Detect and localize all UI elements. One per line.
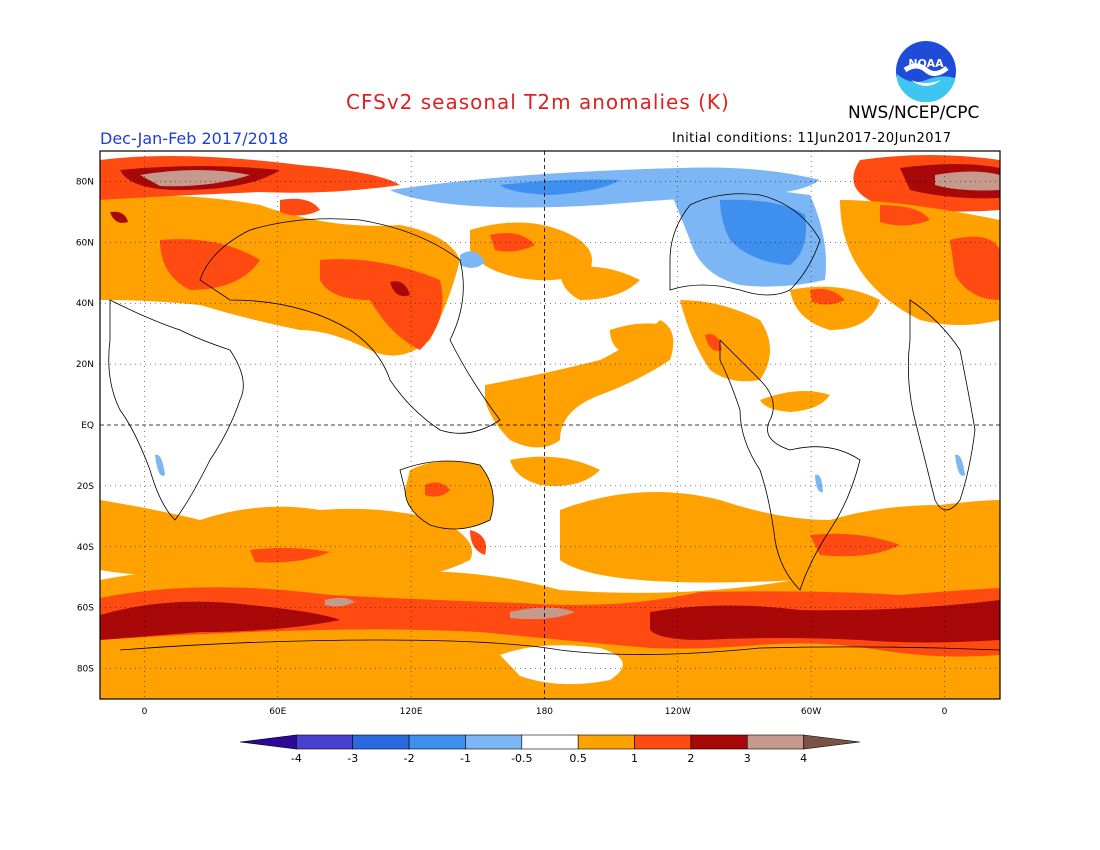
warm-region-kara-red (280, 198, 320, 216)
cool-region-arctic-mid (500, 179, 620, 195)
warm-region-australia (405, 461, 494, 529)
warm-region-eurasia (100, 196, 460, 356)
cool-region-africa-east (955, 454, 965, 476)
colorbar: -4 -3 -2 -1 -0.5 0.5 1 2 3 4 (239, 734, 861, 765)
lon-label: 180 (536, 707, 553, 717)
warm-region-arctic-peak (140, 170, 250, 187)
colorbar-label: -2 (404, 752, 415, 765)
lat-label: 80N (76, 177, 94, 187)
warm-region-scandinavia-dark (110, 211, 128, 223)
warm-region-eurasia-red (160, 239, 260, 290)
colorbar-swatch (296, 734, 354, 750)
colorbar-swatch (803, 734, 861, 750)
warm-region-central-asia-red (320, 259, 443, 350)
chart-title: CFSv2 seasonal T2m anomalies (K) (346, 90, 730, 114)
logo-text: NOAA (908, 57, 944, 70)
longitude-labels: 0 60E 120E 180 120W 60W 0 (142, 707, 948, 717)
colorbar-label: -0.5 (511, 752, 532, 765)
colorbar-label: 3 (744, 752, 751, 765)
colorbar-swatch (239, 734, 297, 750)
colorbar-swatch (521, 734, 579, 750)
warm-region-north-pacific (560, 266, 640, 300)
warm-region-europe-east (840, 200, 1000, 325)
noaa-logo-icon: NOAA (896, 41, 956, 102)
lat-label: 80S (77, 665, 94, 675)
warm-region-atlantic-tropics (760, 391, 830, 412)
warm-region-tasman-red (470, 530, 486, 555)
colorbar-swatch (577, 734, 635, 750)
lat-label: EQ (81, 421, 94, 431)
warm-region-south-atlantic-red (810, 533, 900, 557)
cool-region-canada-strong (720, 199, 806, 265)
season-label: Dec-Jan-Feb 2017/2018 (100, 129, 289, 148)
cool-region-africa (155, 454, 165, 476)
warm-region-us-south (680, 300, 770, 382)
cool-region-east-siberia (460, 251, 485, 268)
cool-region-arctic (390, 167, 820, 208)
lon-label: 120E (400, 707, 423, 717)
warm-region-southern-ocean-dark-east (650, 600, 1000, 643)
warm-region-subtropical-pacific (610, 323, 665, 355)
warm-region-central-asia-dark (390, 281, 410, 297)
lat-label: 40N (76, 299, 94, 309)
warm-region-arctic-peak-east (935, 171, 1000, 191)
latitude-labels: 80N 60N 40N 20N EQ 20S 40S 60S 80S (76, 177, 94, 674)
warm-region-southern-ocean-dark-west (100, 601, 340, 640)
warm-region-greenland-sea-red (880, 205, 930, 226)
lon-label: 120W (665, 707, 691, 717)
coastlines (108, 193, 1000, 655)
warm-region-australia-red (425, 482, 450, 497)
lat-label: 60N (76, 238, 94, 248)
neutral-region-ross (500, 645, 623, 685)
agency-label: NWS/NCEP/CPC (848, 103, 980, 123)
colorbar-swatch (634, 734, 692, 750)
warm-region-south-indian (100, 500, 472, 583)
warm-region-southern-ocean-peak-west (325, 597, 355, 607)
colorbar-label: 1 (631, 752, 638, 765)
lat-label: 40S (77, 543, 94, 553)
warm-region-southern-ocean-peak (510, 607, 575, 620)
colorbar-swatch (465, 734, 523, 750)
colorbar-swatch (746, 734, 804, 750)
colorbar-label: -4 (291, 752, 302, 765)
lon-label: 0 (142, 707, 148, 717)
lat-label: 20S (77, 482, 94, 492)
warm-region-south-pacific-tropics (510, 456, 600, 486)
colorbar-label: -3 (347, 752, 358, 765)
colorbar-label: 2 (687, 752, 694, 765)
warm-region-bering-red (490, 232, 535, 252)
warm-region-south-pacific (560, 492, 1000, 583)
colorbar-swatch (690, 734, 748, 750)
lat-label: 20N (76, 360, 94, 370)
warm-region-mexico-red (705, 334, 722, 351)
warm-region-gulf-stream-red (810, 288, 845, 305)
lon-label: 60E (269, 707, 286, 717)
colorbar-swatch (408, 734, 466, 750)
warm-region-europe-red-east (950, 236, 1000, 300)
map-frame (99, 150, 1001, 700)
initial-conditions-label: Initial conditions: 11Jun2017-20Jun2017 (672, 131, 952, 146)
graticule (100, 151, 1000, 699)
lon-label: 60W (801, 707, 821, 717)
colorbar-label: 0.5 (569, 752, 587, 765)
warm-region-south-indian-red (250, 547, 330, 563)
colorbar-label: 4 (800, 752, 807, 765)
cool-region-south-america (815, 474, 823, 493)
colorbar-swatch (352, 734, 410, 750)
lon-label: 0 (942, 707, 948, 717)
colorbar-label: -1 (460, 752, 471, 765)
lat-label: 60S (77, 604, 94, 614)
